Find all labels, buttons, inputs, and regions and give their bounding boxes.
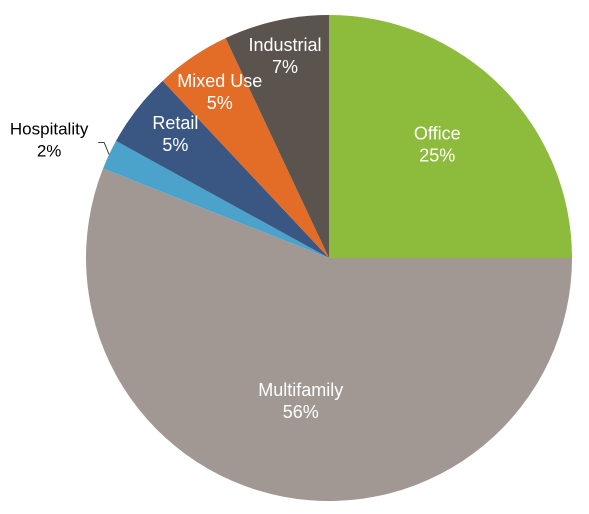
slice-name-mixed-use: Mixed Use: [177, 71, 262, 91]
pie-slice-mixed-use: [162, 38, 329, 258]
pie-slice-industrial: [225, 15, 329, 258]
slice-value-hospitality: 2%: [37, 142, 62, 161]
pie-slice-retail: [116, 80, 329, 258]
slice-name-hospitality: Hospitality: [10, 120, 89, 139]
leader-line-hospitality: [98, 142, 110, 155]
slice-value-multifamily: 56%: [283, 402, 319, 422]
slice-value-office: 25%: [419, 146, 455, 166]
pie-slice-hospitality: [103, 140, 329, 258]
slice-value-industrial: 7%: [272, 57, 298, 77]
slice-name-industrial: Industrial: [248, 35, 321, 55]
pie-slice-office: [329, 15, 572, 258]
slice-name-retail: Retail: [152, 113, 198, 133]
slice-name-multifamily: Multifamily: [258, 380, 343, 400]
pie-slices: [85, 15, 572, 501]
slice-value-retail: 5%: [162, 135, 188, 155]
pie-slice-multifamily: [85, 168, 572, 501]
slice-name-office: Office: [414, 124, 461, 144]
slice-value-mixed-use: 5%: [207, 93, 233, 113]
